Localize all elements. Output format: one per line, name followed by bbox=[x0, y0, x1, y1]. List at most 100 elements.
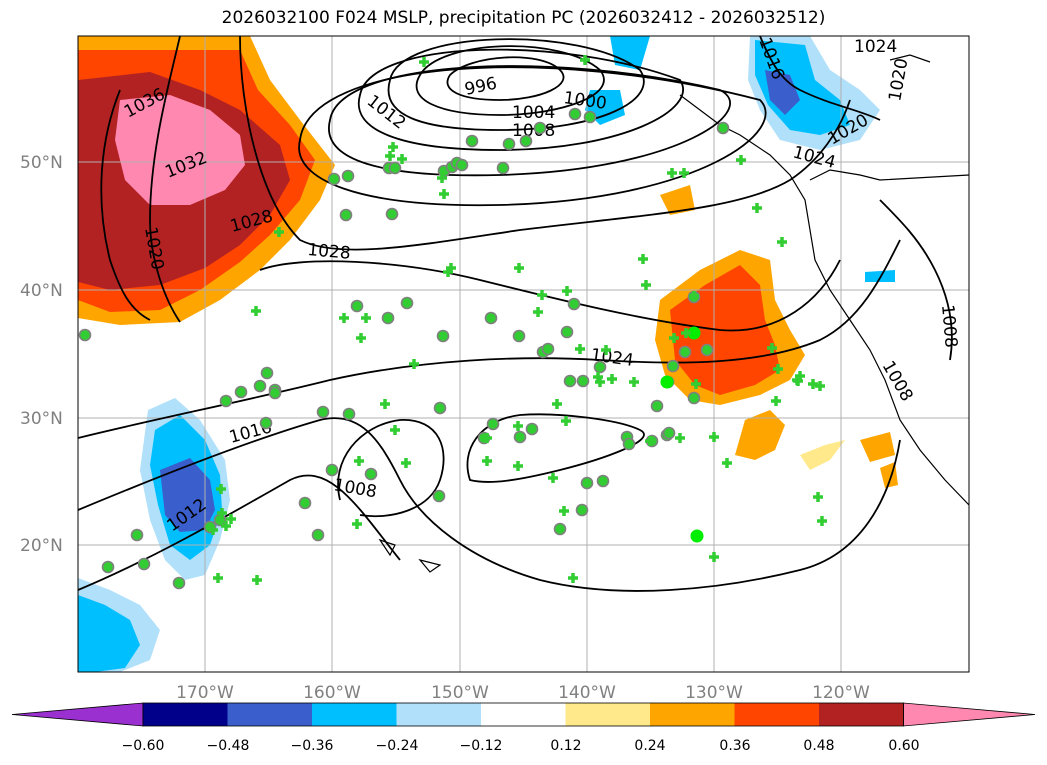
colorbar-segment bbox=[481, 703, 566, 726]
station-cross-marker bbox=[817, 516, 827, 526]
station-circle-marker bbox=[268, 386, 282, 400]
station-cross-marker bbox=[629, 377, 639, 387]
station-cross-marker bbox=[208, 525, 218, 535]
station-circle-marker bbox=[342, 407, 356, 421]
station-cross-marker bbox=[354, 456, 364, 466]
colorbar-tick: −0.12 bbox=[460, 738, 503, 754]
station-circle-marker bbox=[567, 297, 581, 311]
station-circle-marker bbox=[234, 385, 248, 399]
station-cross-marker bbox=[533, 307, 543, 317]
station-cross-marker bbox=[767, 343, 777, 353]
station-circle-marker bbox=[341, 169, 355, 183]
station-cross-marker bbox=[813, 492, 823, 502]
station-circle-marker bbox=[662, 426, 676, 440]
isobar-label: 1024 bbox=[854, 37, 897, 57]
station-circle-marker bbox=[519, 134, 533, 148]
station-cross-marker bbox=[388, 142, 398, 152]
lat-label: 50°N bbox=[20, 153, 63, 173]
colorbar-extend-high bbox=[903, 702, 1036, 727]
colorbar-segment bbox=[650, 703, 735, 726]
station-cross-marker bbox=[568, 573, 578, 583]
station-circle-marker bbox=[525, 422, 539, 436]
station-cross-marker bbox=[213, 573, 223, 583]
station-cross-marker bbox=[580, 55, 590, 65]
station-cross-marker bbox=[385, 151, 395, 161]
colorbar-segment bbox=[396, 703, 481, 726]
station-circle-marker bbox=[436, 329, 450, 343]
station-circle-marker bbox=[465, 134, 479, 148]
lon-label: 130°W bbox=[685, 683, 743, 703]
station-circle-marker bbox=[563, 374, 577, 388]
station-circle-marker bbox=[364, 467, 378, 481]
station-cross-marker bbox=[401, 458, 411, 468]
station-circle-marker bbox=[381, 311, 395, 325]
station-cross-marker bbox=[514, 263, 524, 273]
colorbar-segment bbox=[143, 703, 228, 726]
station-circle-marker bbox=[433, 401, 447, 415]
coastlines bbox=[378, 54, 969, 573]
station-cross-marker bbox=[645, 436, 655, 446]
negative-shading bbox=[78, 36, 895, 672]
station-cross-marker bbox=[679, 168, 689, 178]
station-circle-marker bbox=[172, 576, 186, 590]
station-cross-marker bbox=[559, 506, 569, 516]
station-cross-marker bbox=[390, 425, 400, 435]
lat-label: 30°N bbox=[20, 409, 63, 429]
station-circle-marker bbox=[678, 345, 692, 359]
station-cross-marker bbox=[689, 291, 699, 301]
station-cross-marker bbox=[437, 173, 447, 183]
longitude-labels: 170°W 160°W 150°W 140°W 130°W 120°W bbox=[176, 683, 870, 703]
station-cross-marker bbox=[537, 290, 547, 300]
colorbar-tick: 0.60 bbox=[888, 738, 919, 754]
lat-label: 20°N bbox=[20, 536, 63, 556]
station-circle-marker bbox=[311, 528, 325, 542]
positive-shading-northwest bbox=[78, 36, 335, 325]
station-circle-marker bbox=[496, 161, 510, 175]
station-cross-marker bbox=[274, 227, 284, 237]
station-cross-marker bbox=[815, 381, 825, 391]
station-circle-marker bbox=[622, 437, 636, 451]
station-cross-marker bbox=[226, 514, 236, 524]
station-cross-marker bbox=[808, 379, 818, 389]
station-cross-marker bbox=[252, 575, 262, 585]
station-circle-marker bbox=[553, 522, 567, 536]
station-circle-marker bbox=[568, 107, 582, 121]
station-cross-marker bbox=[561, 416, 571, 426]
station-cross-marker bbox=[339, 313, 349, 323]
station-circle-marker bbox=[580, 476, 594, 490]
station-green-marker bbox=[660, 375, 674, 389]
station-circle-marker bbox=[260, 366, 274, 380]
station-cross-marker bbox=[752, 203, 762, 213]
station-cross-marker bbox=[773, 364, 783, 374]
colorbar-tick: 0.12 bbox=[550, 738, 581, 754]
station-cross-marker bbox=[601, 345, 611, 355]
station-circle-marker bbox=[130, 528, 144, 542]
colorbar-segment bbox=[819, 703, 904, 726]
station-circle-marker bbox=[350, 299, 364, 313]
station-circle-marker bbox=[455, 158, 469, 172]
lon-label: 140°W bbox=[558, 683, 616, 703]
station-cross-marker bbox=[562, 286, 572, 296]
station-cross-marker bbox=[669, 333, 679, 343]
station-cross-marker bbox=[513, 421, 523, 431]
station-circle-marker bbox=[596, 474, 610, 488]
isobars bbox=[78, 36, 953, 592]
station-circle-marker bbox=[78, 328, 92, 342]
colorbar-tick: −0.60 bbox=[122, 738, 165, 754]
station-cross-marker bbox=[722, 458, 732, 468]
station-cross-marker bbox=[681, 328, 691, 338]
station-circle-marker bbox=[327, 172, 341, 186]
station-circle-marker bbox=[388, 161, 402, 175]
station-cross-marker bbox=[792, 375, 802, 385]
latitude-labels: 50°N 40°N 30°N 20°N bbox=[20, 153, 63, 556]
colorbar-frame bbox=[142, 702, 904, 727]
station-cross-marker bbox=[575, 344, 585, 354]
station-circle-marker bbox=[666, 359, 680, 373]
station-circle-marker bbox=[298, 496, 312, 510]
station-circle-marker bbox=[575, 503, 589, 517]
colorbar-tick: −0.36 bbox=[291, 738, 334, 754]
station-circle-marker bbox=[576, 374, 590, 388]
map-title: 2026032100 F024 MSLP, precipitation PC (… bbox=[221, 8, 826, 28]
station-circle-marker bbox=[486, 417, 500, 431]
station-circle-marker bbox=[533, 121, 547, 135]
